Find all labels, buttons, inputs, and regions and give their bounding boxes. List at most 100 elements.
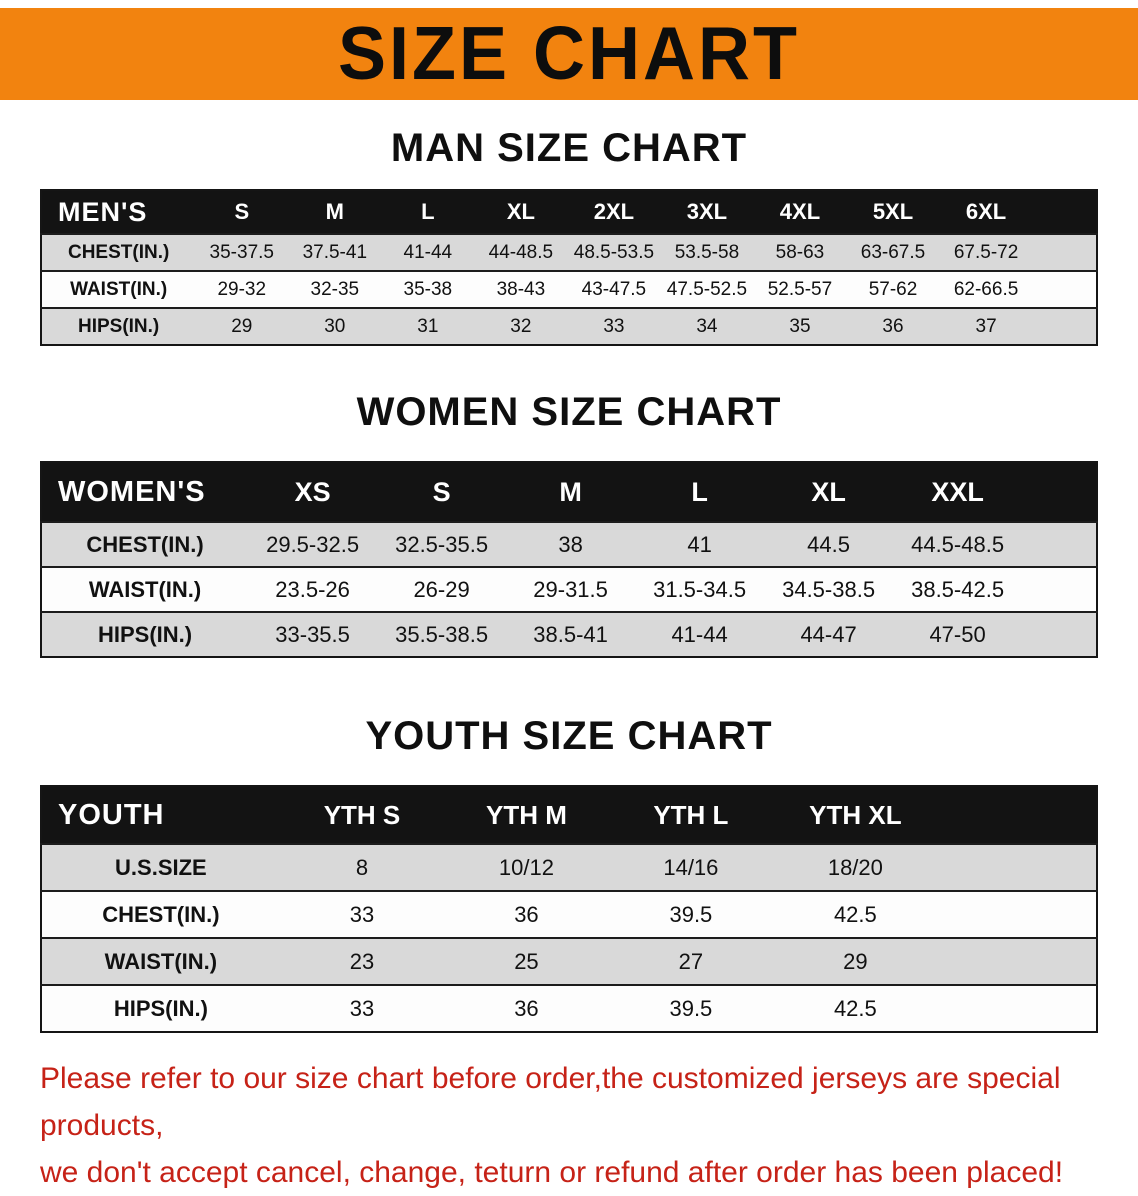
size-value: 33 bbox=[349, 995, 375, 1021]
section-youth: YOUTH SIZE CHART YOUTH YTH S YTH M YTH L YTH… bbox=[0, 714, 1138, 1033]
size-value: 33 bbox=[349, 901, 375, 927]
size-value: 37.5-41 bbox=[302, 241, 368, 263]
women-section-heading: WOMEN SIZE CHART bbox=[356, 390, 782, 434]
youth-size-table: YOUTH YTH S YTH M YTH L YTH XL U.S.SIZE 8 10/12… bbox=[40, 785, 1098, 1033]
size-value: 42.5 bbox=[833, 995, 877, 1021]
size-value: 38.5-41 bbox=[533, 621, 608, 647]
size-value: 41-44 bbox=[671, 621, 728, 647]
size-value: 38 bbox=[558, 531, 583, 557]
size-value: 36 bbox=[514, 995, 539, 1021]
size-value: 23.5-26 bbox=[275, 576, 350, 602]
size-column-header: XL bbox=[764, 462, 894, 522]
size-value: 29.5-32.5 bbox=[266, 531, 360, 557]
size-value: 29 bbox=[231, 315, 253, 337]
spacer-cell bbox=[938, 938, 1097, 985]
row-label: CHEST(IN.) bbox=[67, 241, 170, 263]
size-value: 31 bbox=[417, 315, 439, 337]
size-value: 41-44 bbox=[403, 241, 453, 263]
size-column-header: 3XL bbox=[660, 190, 754, 234]
size-value: 18/20 bbox=[827, 854, 883, 880]
size-value: 35 bbox=[789, 315, 811, 337]
table-row: WAIST(IN.) 23 25 27 29 bbox=[41, 938, 1097, 985]
size-value: 39.5 bbox=[669, 995, 713, 1021]
size-value: 44-47 bbox=[800, 621, 857, 647]
size-value: 27 bbox=[678, 948, 704, 974]
table-row: U.S.SIZE 8 10/12 14/16 18/20 bbox=[41, 844, 1097, 891]
size-column-header: YTH M bbox=[444, 786, 609, 844]
row-label: U.S.SIZE bbox=[115, 854, 207, 880]
section-women: WOMEN SIZE CHART WOMEN'S XS S M L XL XXL CHEST(… bbox=[0, 390, 1138, 658]
table-header-row: WOMEN'S XS S M L XL XXL bbox=[41, 462, 1097, 522]
row-label: WAIST(IN.) bbox=[104, 948, 218, 974]
table-header-row: MEN'S S M L XL 2XL 3XL 4XL 5XL 6XL bbox=[41, 190, 1097, 234]
size-value: 31.5-34.5 bbox=[653, 576, 747, 602]
size-value: 10/12 bbox=[498, 854, 554, 880]
size-column-header: YTH S bbox=[279, 786, 445, 844]
men-section-heading: MAN SIZE CHART bbox=[390, 126, 748, 170]
spacer-cell bbox=[1033, 271, 1097, 308]
size-value: 34.5-38.5 bbox=[782, 576, 876, 602]
size-value: 47-50 bbox=[929, 621, 986, 647]
table-corner-label: MEN'S bbox=[41, 190, 196, 234]
row-label: CHEST(IN.) bbox=[86, 531, 204, 557]
size-column-header: XL bbox=[474, 190, 568, 234]
size-value: 47.5-52.5 bbox=[666, 278, 748, 300]
spacer-cell bbox=[937, 786, 1097, 844]
size-column-header: M bbox=[506, 462, 636, 522]
spacer-cell bbox=[1022, 522, 1097, 567]
size-value: 34 bbox=[696, 315, 718, 337]
size-value: 26-29 bbox=[413, 576, 470, 602]
size-value: 23 bbox=[349, 948, 375, 974]
size-value: 39.5 bbox=[669, 901, 713, 927]
spacer-cell bbox=[1033, 234, 1097, 271]
section-men: MAN SIZE CHART MEN'S S M L XL 2XL 3XL 4XL 5XL 6XL… bbox=[0, 126, 1138, 346]
size-value: 44.5 bbox=[807, 531, 850, 557]
size-value: 35.5-38.5 bbox=[395, 621, 489, 647]
spacer-cell bbox=[1022, 612, 1097, 657]
spacer-cell bbox=[938, 985, 1097, 1032]
size-value: 36 bbox=[882, 315, 904, 337]
size-column-header: YTH L bbox=[608, 786, 774, 844]
row-label: WAIST(IN.) bbox=[70, 278, 168, 300]
spacer-cell bbox=[1033, 308, 1097, 345]
size-value: 33 bbox=[603, 315, 625, 337]
row-label: CHEST(IN.) bbox=[102, 901, 220, 927]
size-column-header: XXL bbox=[893, 462, 1023, 522]
size-value: 67.5-72 bbox=[953, 241, 1019, 263]
disclaimer: Please refer to our size chart before or… bbox=[40, 1055, 1138, 1196]
spacer-cell bbox=[1022, 462, 1097, 522]
row-label: WAIST(IN.) bbox=[88, 576, 202, 602]
size-column-header: M bbox=[288, 190, 382, 234]
size-value: 14/16 bbox=[663, 854, 719, 880]
table-row: HIPS(IN.) 29 30 31 32 33 34 35 36 37 bbox=[41, 308, 1097, 345]
size-column-header: YTH XL bbox=[773, 786, 938, 844]
size-value: 33-35.5 bbox=[275, 621, 350, 647]
size-column-header: 4XL bbox=[753, 190, 847, 234]
size-value: 25 bbox=[514, 948, 539, 974]
table-header-row: YOUTH YTH S YTH M YTH L YTH XL bbox=[41, 786, 1097, 844]
spacer-cell bbox=[1032, 190, 1097, 234]
table-row: CHEST(IN.) 35-37.5 37.5-41 41-44 44-48.5 48.5… bbox=[41, 234, 1097, 271]
size-value: 29-32 bbox=[217, 278, 267, 300]
women-size-table: WOMEN'S XS S M L XL XXL CHEST(IN.) 29.5-32.5 32.5… bbox=[40, 461, 1098, 658]
size-value: 53.5-58 bbox=[674, 241, 740, 263]
size-value: 32 bbox=[510, 315, 532, 337]
size-value: 38-43 bbox=[496, 278, 546, 300]
size-value: 42.5 bbox=[833, 901, 877, 927]
size-value: 44.5-48.5 bbox=[911, 531, 1005, 557]
banner: SIZE CHART bbox=[0, 8, 1138, 100]
size-value: 62-66.5 bbox=[953, 278, 1019, 300]
size-column-header: S bbox=[377, 462, 507, 522]
size-column-header: S bbox=[195, 190, 289, 234]
table-row: HIPS(IN.) 33 36 39.5 42.5 bbox=[41, 985, 1097, 1032]
spacer-cell bbox=[938, 891, 1097, 938]
table-row: CHEST(IN.) 33 36 39.5 42.5 bbox=[41, 891, 1097, 938]
size-value: 8 bbox=[355, 854, 369, 880]
size-value: 29 bbox=[843, 948, 868, 974]
row-label: HIPS(IN.) bbox=[77, 315, 160, 337]
youth-section-heading: YOUTH SIZE CHART bbox=[365, 714, 773, 758]
spacer-cell bbox=[1022, 567, 1097, 612]
disclaimer-line-1: Please refer to our size chart before or… bbox=[40, 1062, 1061, 1142]
size-value: 52.5-57 bbox=[767, 278, 833, 300]
size-column-header: 5XL bbox=[846, 190, 940, 234]
